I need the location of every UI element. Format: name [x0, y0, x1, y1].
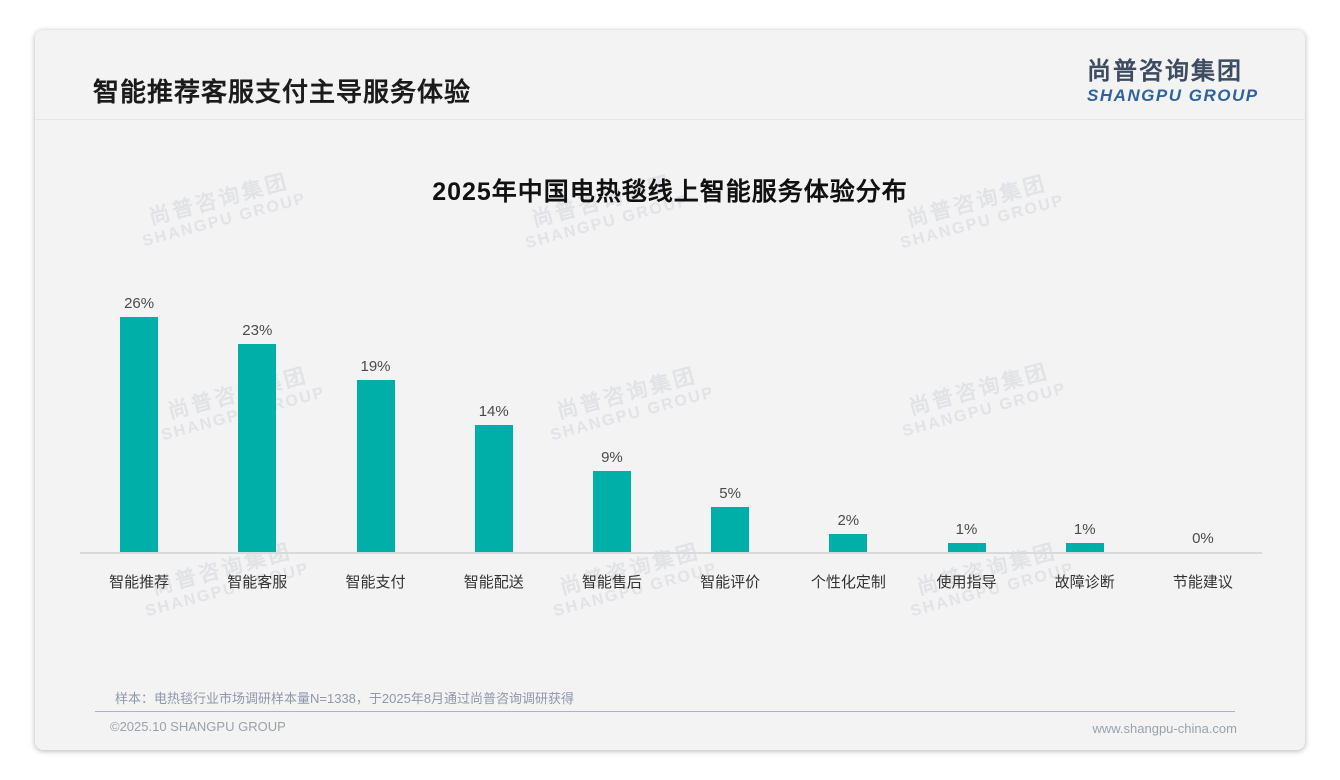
value-label: 9% [601, 449, 623, 466]
bar-column: 9% [553, 449, 671, 552]
category-label: 智能支付 [345, 574, 406, 591]
logo: 尚普咨询集团 SHANGPU GROUP [1087, 58, 1259, 105]
bar [711, 507, 750, 552]
category-label: 智能配送 [463, 574, 524, 591]
sample-note: 样本：电热毯行业市场调研样本量N=1338，于2025年8月通过尚普咨询调研获得 [115, 691, 575, 706]
bar [356, 380, 395, 552]
value-label: 1% [955, 521, 978, 538]
bar-column: 0% [1144, 530, 1262, 552]
bar-column: 23% [198, 322, 316, 552]
bar-column: 26% [80, 295, 198, 552]
category-label: 个性化定制 [810, 574, 886, 591]
slide-card: 尚普咨询集团 SHANGPU GROUP 尚普咨询集团 SHANGPU GROUP 尚普… [35, 30, 1305, 750]
value-label: 0% [1192, 530, 1214, 547]
bar-column: 5% [671, 485, 789, 552]
bar-column: 19% [316, 358, 434, 552]
plot-area: 26% 23% 19% 14% 9% 5% 2% 1% 1% 0% [80, 282, 1262, 554]
website-url: www.shangpu-china.com [1092, 721, 1237, 736]
value-label: 19% [360, 358, 391, 375]
logo-en-text: SHANGPU GROUP [1087, 86, 1259, 105]
footer-divider [95, 711, 1235, 712]
category-axis: 智能推荐 智能客服 智能支付 智能配送 智能售后 智能评价 个性化定制 使用指导 故障诊断 节能建… [80, 554, 1262, 592]
bar-column: 2% [789, 512, 907, 552]
bar [474, 425, 513, 552]
chart-area: 26% 23% 19% 14% 9% 5% 2% 1% 1% 0% 智能推荐 智能客服 智能支付 智能配… [80, 282, 1262, 592]
category-label: 使用指导 [936, 574, 997, 591]
bar [120, 317, 159, 552]
value-label: 1% [1073, 521, 1096, 538]
bar [829, 534, 868, 552]
slide-header: 智能推荐客服支付主导服务体验 尚普咨询集团 SHANGPU GROUP [35, 30, 1305, 120]
value-label: 2% [837, 512, 860, 529]
page-title: 智能推荐客服支付主导服务体验 [93, 77, 472, 107]
bar [238, 344, 277, 552]
value-label: 14% [478, 403, 509, 420]
copyright-text: ©2025.10 SHANGPU GROUP [110, 719, 286, 734]
logo-cn-text: 尚普咨询集团 [1087, 58, 1243, 85]
value-label: 23% [242, 322, 273, 339]
bar [1065, 543, 1104, 552]
bar [947, 543, 986, 552]
category-label: 故障诊断 [1054, 574, 1115, 591]
category-label: 智能售后 [581, 574, 642, 591]
category-label: 智能推荐 [109, 574, 170, 591]
bar-column: 14% [435, 403, 553, 552]
bar [592, 471, 631, 552]
value-label: 26% [124, 295, 155, 312]
category-label: 节能建议 [1172, 574, 1233, 591]
bar-column: 1% [1026, 521, 1144, 552]
category-label: 智能评价 [700, 574, 761, 591]
value-label: 5% [719, 485, 741, 502]
category-label: 智能客服 [227, 574, 288, 591]
bar-column: 1% [907, 521, 1025, 552]
chart-title: 2025年中国电热毯线上智能服务体验分布 [432, 178, 908, 206]
